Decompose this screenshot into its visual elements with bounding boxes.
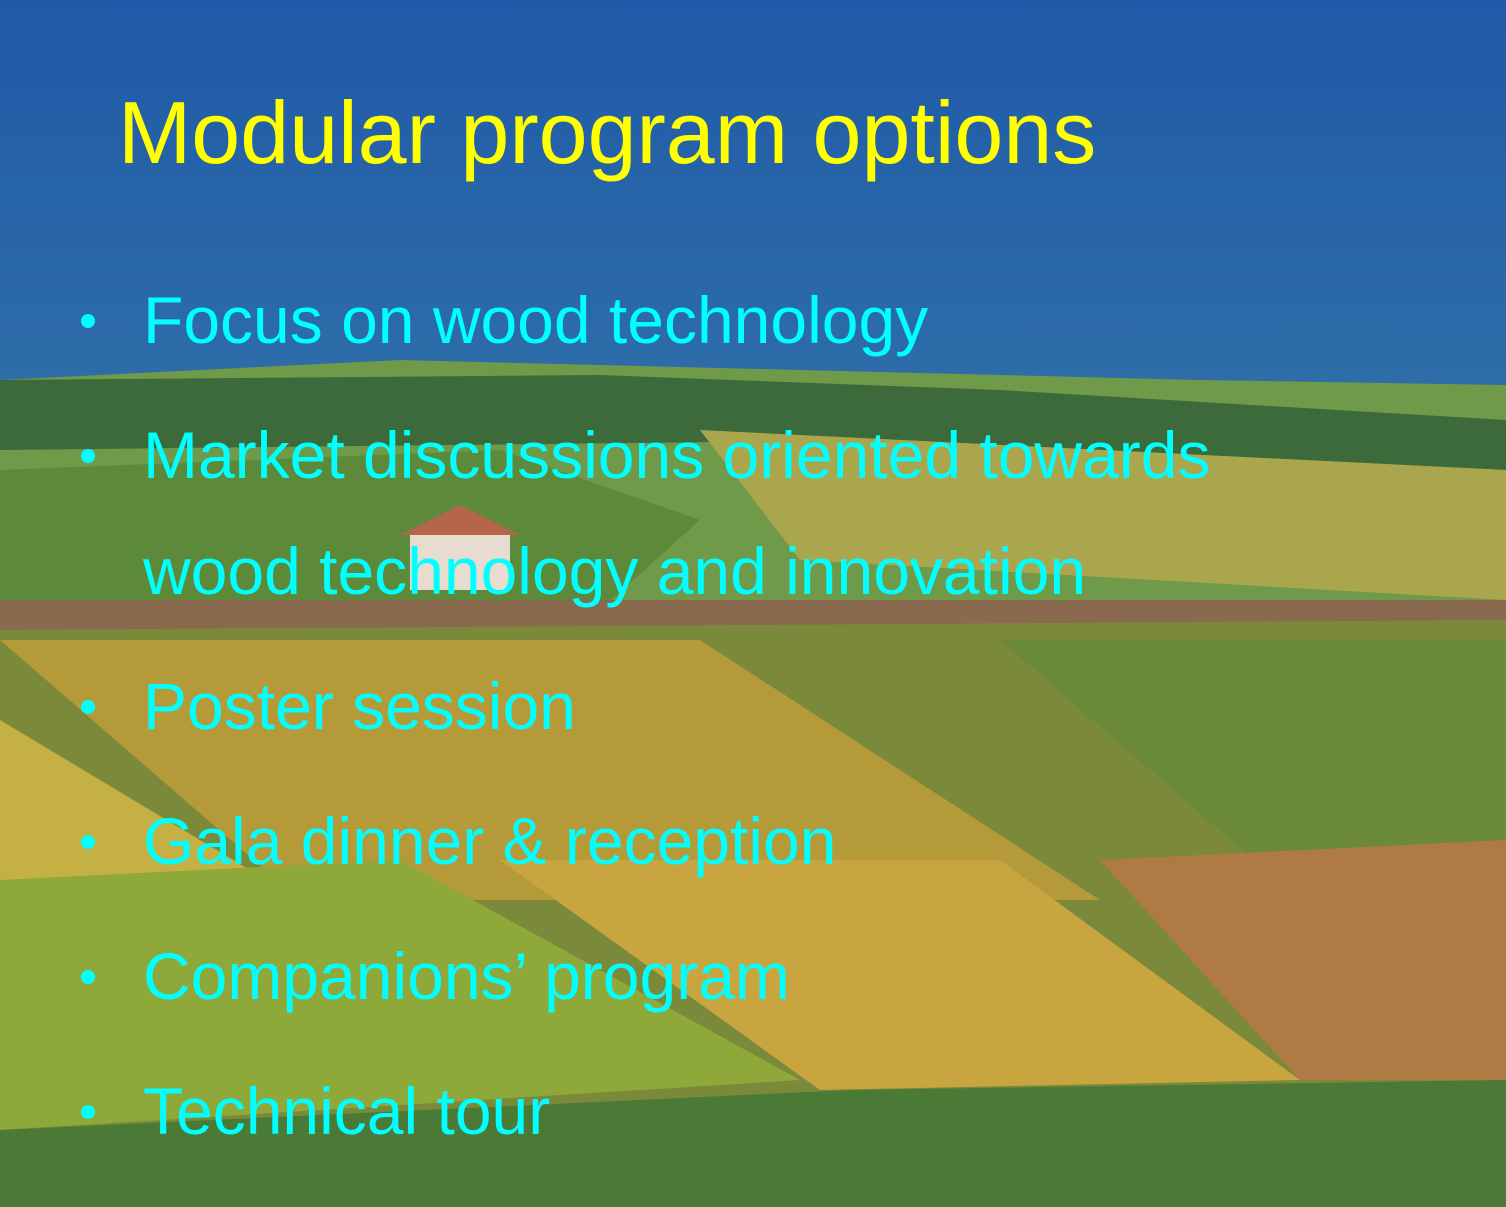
bullet-item: Gala dinner & reception [0,783,1373,899]
bullet-text: Market discussions oriented towards wood… [143,418,1210,608]
bullet-dot [81,835,95,849]
bullet-dot [81,314,95,328]
bullet-text: Focus on wood technology [143,283,928,357]
bullet-item: Focus on wood technology [0,262,1373,378]
bullet-dot [81,700,95,714]
bullet-text: Gala dinner & reception [143,804,836,878]
slide: Modular program options Focus on wood te… [0,0,1506,1207]
bullet-item: Market discussions oriented towards wood… [0,397,1373,629]
bullet-text: Technical tour [143,1074,550,1148]
bullet-text: Poster session [143,669,576,743]
bullet-item: Poster session [0,648,1373,764]
bullet-dot [81,970,95,984]
bullet-list: Focus on wood technology Market discussio… [0,262,1373,1188]
bullet-item: Companions’ program [0,918,1373,1034]
bullet-text: Companions’ program [143,939,790,1013]
bullet-dot [81,449,95,463]
bullet-dot [81,1105,95,1119]
slide-title: Modular program options [118,78,1096,188]
bullet-item: Technical tour [0,1053,1373,1169]
